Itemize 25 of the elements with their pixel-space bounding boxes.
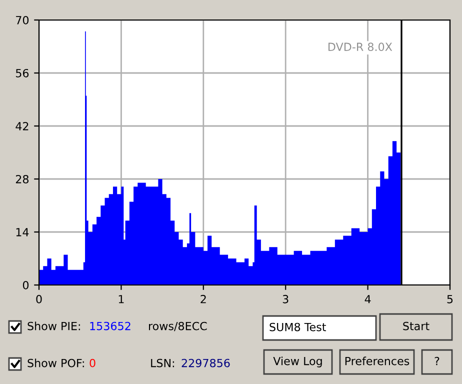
text: ? — [434, 356, 440, 366]
text: 2297856 — [182, 358, 230, 368]
text: SUM8 Test — [270, 322, 326, 332]
text: View Log — [273, 356, 322, 368]
x-tick-label: 0 — [36, 294, 42, 304]
y-tick-label: 0 — [22, 280, 29, 290]
x-tick-label: 3 — [282, 294, 288, 304]
text: Preferences — [345, 356, 410, 366]
text: Start — [403, 322, 430, 330]
y-tick-label: 56 — [16, 68, 29, 78]
text: 153652 — [90, 322, 130, 330]
text: Show POF: — [28, 358, 84, 368]
y-tick-label: 14 — [16, 228, 29, 236]
y-tick-label: 28 — [16, 174, 29, 184]
text: rows/8ECC — [149, 322, 207, 332]
x-tick-label: 1 — [118, 295, 124, 304]
x-tick-label: 5 — [447, 295, 453, 304]
x-tick-label: 4 — [364, 295, 371, 304]
text: LSN: — [151, 358, 174, 368]
y-tick-label: 70 — [16, 16, 29, 24]
x-tick-label: 2 — [200, 294, 206, 304]
annotation: DVD-R 8.0X — [328, 42, 392, 52]
text: Show PIE: — [28, 322, 80, 330]
text: 0 — [90, 358, 96, 368]
y-tick-label: 42 — [16, 122, 28, 130]
